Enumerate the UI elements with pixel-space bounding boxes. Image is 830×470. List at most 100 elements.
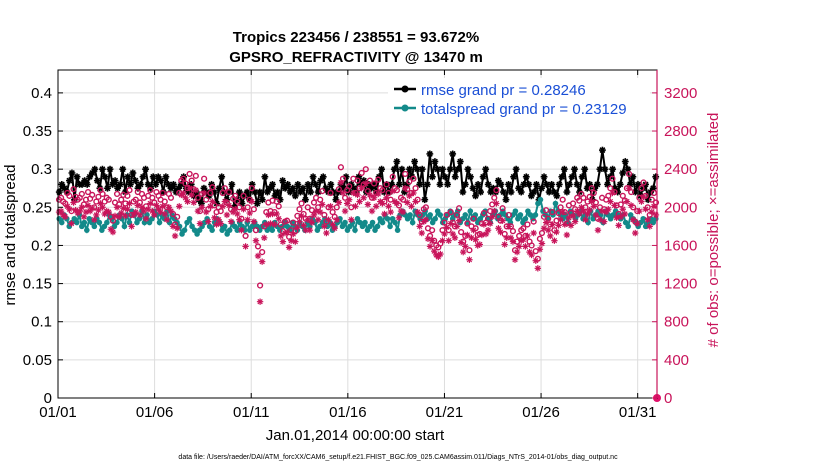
rmse-point-stroke — [406, 166, 413, 173]
obs-possible-point — [520, 225, 527, 232]
obs-assimilated-point — [617, 213, 624, 221]
obs-assimilated-stroke — [286, 244, 292, 251]
footnote: data file: /Users/raeder/DAI/ATM_forcXX/… — [178, 454, 618, 461]
obs-assimilated-stroke — [402, 185, 408, 191]
rmse-point-stroke — [254, 200, 261, 207]
rmse-point — [162, 173, 170, 181]
obs-assimilated-point — [538, 240, 546, 247]
obs-assimilated-point — [489, 213, 496, 221]
obs-assimilated-stroke — [576, 211, 582, 217]
obs-possible-point — [95, 193, 102, 200]
obs-assimilated-point — [261, 234, 268, 242]
obs-assimilated-point — [354, 191, 361, 199]
obs-possible-point — [84, 188, 92, 196]
rmse-point — [461, 181, 469, 188]
obs-assimilated-point — [370, 194, 378, 201]
obs-assimilated-stroke — [416, 223, 423, 230]
obs-assimilated-point — [455, 217, 463, 224]
obs-assimilated-stroke — [423, 217, 429, 223]
obs-possible-point — [443, 211, 450, 219]
obs-assimilated-point — [381, 210, 388, 218]
y-left-tick-label: 0 — [44, 390, 52, 407]
rmse-point-stroke — [429, 173, 436, 180]
rmse-point-stroke — [294, 181, 301, 188]
obs-assimilated-stroke — [609, 190, 616, 196]
obs-assimilated-stroke — [535, 265, 541, 272]
rmse-point-stroke — [619, 170, 626, 176]
rmse-point-stroke — [599, 147, 606, 154]
obs-assimilated-stroke — [85, 202, 91, 209]
obs-assimilated-point — [325, 216, 332, 223]
rmse-point-stroke — [132, 177, 139, 184]
rmse-point-stroke — [320, 173, 327, 180]
obs-possible-point — [625, 170, 633, 178]
obs-assimilated-stroke — [570, 213, 576, 219]
obs-possible-point — [219, 189, 226, 197]
rmse-point-stroke — [350, 185, 357, 192]
obs-possible-point — [530, 218, 537, 225]
obs-assimilated-stroke — [334, 217, 340, 223]
obs-assimilated-point — [275, 215, 282, 222]
obs-assimilated-stroke — [431, 248, 437, 254]
rmse-point-stroke — [327, 181, 334, 188]
obs-assimilated-point — [511, 256, 519, 263]
totalspread-point — [156, 219, 163, 226]
obs-assimilated-stroke — [110, 229, 116, 235]
rmse-point — [533, 181, 540, 188]
obs-assimilated-stroke — [302, 227, 309, 233]
rmse-point — [114, 184, 122, 192]
totalspread-point — [387, 223, 393, 230]
rmse-point-stroke — [289, 185, 296, 192]
rmse-point-stroke — [556, 181, 563, 188]
obs-assimilated-stroke — [385, 203, 392, 210]
rmse-point — [616, 181, 624, 188]
obs-possible-point — [250, 206, 257, 213]
obs-possible-point — [319, 187, 326, 195]
rmse-point — [261, 173, 269, 181]
rmse-point — [416, 181, 424, 188]
obs-possible-point — [505, 211, 512, 219]
obs-assimilated-stroke — [537, 246, 543, 252]
y-right-tick-label: 2800 — [664, 123, 697, 140]
obs-assimilated-stroke — [195, 208, 201, 214]
obs-possible-point — [252, 227, 260, 234]
rmse-point — [411, 158, 419, 165]
obs-possible-point — [499, 205, 506, 212]
obs-possible-point — [327, 189, 334, 197]
obs-possible-point — [648, 196, 655, 203]
obs-assimilated-stroke — [215, 217, 222, 223]
rmse-point-stroke — [510, 173, 517, 180]
rmse-point-stroke — [109, 181, 116, 188]
series--obs-possible — [55, 164, 660, 289]
obs-assimilated-stroke — [516, 243, 522, 250]
obs-assimilated-stroke — [81, 214, 87, 220]
obs-possible-point — [383, 181, 390, 188]
obs-assimilated-point — [62, 213, 69, 221]
obs-assimilated-point — [126, 200, 133, 207]
obs-assimilated-stroke — [259, 258, 265, 265]
obs-assimilated-stroke — [162, 211, 168, 217]
rmse-point-stroke — [264, 189, 271, 196]
legend-background — [388, 78, 650, 120]
obs-assimilated-stroke — [520, 237, 527, 243]
rmse-point-stroke — [505, 181, 512, 188]
rmse-point — [505, 181, 512, 188]
legend: rmse grand pr = 0.28246 totalspread gran… — [388, 78, 650, 120]
rmse-point — [609, 165, 616, 173]
rmse-point-stroke — [378, 166, 385, 173]
totalspread-point — [269, 227, 276, 233]
obs-possible-point — [70, 186, 77, 193]
rmse-point — [398, 165, 406, 173]
obs-assimilated-stroke — [329, 221, 336, 228]
obs-assimilated-stroke — [133, 209, 139, 215]
rmse-point-stroke — [269, 181, 276, 188]
obs-assimilated-point — [219, 203, 226, 210]
obs-assimilated-point — [441, 230, 448, 238]
rmse-point-stroke — [84, 181, 91, 188]
obs-possible-point — [232, 192, 239, 199]
rmse-point — [170, 181, 177, 188]
obs-assimilated-stroke — [549, 221, 556, 228]
obs-assimilated-point — [360, 194, 367, 201]
chart-title-line2: GPSRO_REFRACTIVITY @ 13470 m — [229, 49, 483, 66]
obs-possible-point — [569, 200, 577, 207]
